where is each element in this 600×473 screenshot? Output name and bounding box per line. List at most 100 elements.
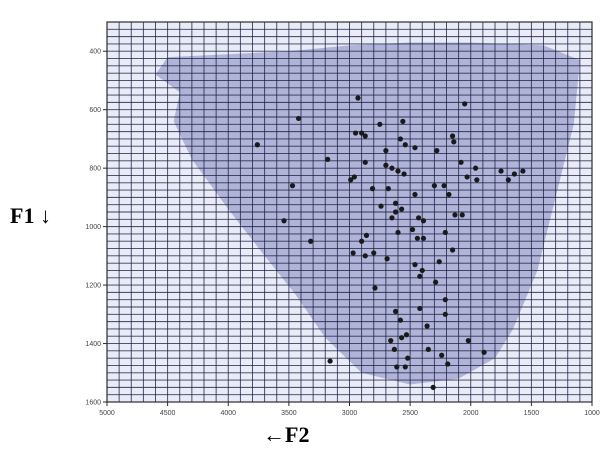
data-point — [392, 308, 399, 314]
data-point — [417, 273, 423, 279]
y-tick-label: 600 — [89, 107, 101, 114]
data-point — [384, 256, 390, 262]
data-point — [325, 156, 331, 162]
data-point — [419, 267, 425, 274]
data-point — [464, 174, 470, 180]
data-point — [362, 133, 368, 139]
data-point — [442, 297, 448, 303]
data-point — [388, 338, 394, 344]
x-tick-label: 1500 — [524, 410, 540, 417]
data-point — [359, 130, 365, 136]
data-point — [420, 235, 427, 241]
data-point — [409, 226, 416, 233]
data-point — [430, 384, 436, 390]
data-point — [505, 177, 511, 183]
y-tick-label: 1600 — [85, 400, 101, 407]
data-point — [348, 177, 354, 183]
data-point — [391, 346, 397, 352]
data-point — [449, 247, 456, 253]
data-point — [481, 349, 487, 355]
data-point — [439, 352, 445, 358]
data-point — [416, 215, 422, 221]
y-tick-label: 1400 — [85, 341, 101, 348]
data-point — [383, 162, 389, 168]
y-tick-label: 1200 — [85, 283, 101, 290]
vowel-region-shape — [155, 42, 580, 385]
data-point — [401, 171, 407, 177]
data-point — [362, 253, 368, 259]
y-tick-label: 800 — [89, 166, 101, 173]
data-point — [432, 279, 439, 285]
y-axis-label: F1 ↓ — [10, 203, 51, 228]
data-point — [362, 159, 368, 165]
data-point — [412, 262, 418, 268]
data-point — [395, 168, 401, 174]
vowel-space-region — [155, 42, 580, 385]
x-tick-label: 5000 — [99, 410, 115, 417]
x-tick-label: 1000 — [584, 410, 600, 417]
data-point — [424, 323, 430, 329]
data-point — [371, 250, 377, 256]
data-point — [369, 186, 376, 192]
data-point — [405, 355, 411, 361]
data-point — [431, 183, 437, 189]
x-tick-label: 2500 — [402, 410, 418, 417]
data-point — [425, 346, 431, 352]
data-point — [397, 136, 404, 142]
data-point — [420, 218, 427, 224]
data-point — [385, 186, 391, 192]
data-point — [295, 115, 302, 122]
data-point — [378, 203, 384, 209]
data-point — [414, 235, 420, 241]
y-tick-label: 400 — [89, 49, 101, 56]
y-tick-label: 1000 — [85, 224, 101, 231]
grid — [107, 22, 592, 402]
data-point — [465, 338, 471, 344]
data-point — [308, 238, 314, 244]
data-point — [350, 250, 356, 256]
data-point — [372, 285, 378, 291]
data-point — [389, 165, 395, 171]
data-point — [289, 183, 296, 189]
x-tick-label: 3500 — [281, 410, 297, 417]
x-tick-label: 4000 — [220, 410, 236, 417]
data-point — [359, 238, 365, 244]
data-point — [399, 335, 405, 341]
data-point — [445, 361, 451, 367]
data-point — [383, 148, 389, 154]
data-point — [451, 139, 457, 145]
data-point — [377, 121, 383, 127]
data-point — [389, 215, 395, 221]
data-point — [520, 168, 526, 174]
data-point — [327, 358, 333, 364]
data-point — [352, 130, 359, 136]
x-tick-label: 2000 — [463, 410, 479, 417]
data-point — [417, 305, 423, 312]
x-axis-label: ←F2 — [263, 422, 310, 447]
data-point — [474, 177, 480, 183]
plot-frame — [106, 21, 593, 403]
data-point — [392, 200, 399, 206]
data-point — [412, 145, 418, 151]
data-point — [281, 218, 287, 224]
x-axis-ticks: 5000 4500 4000 3500 3000 2500 2000 1500 1000 — [99, 402, 600, 417]
data-point — [511, 171, 517, 177]
x-tick-label: 3000 — [342, 410, 358, 417]
data-point — [458, 159, 464, 165]
data-point — [403, 332, 410, 338]
data-point — [400, 118, 406, 124]
data-point — [254, 142, 260, 148]
data-point — [395, 229, 401, 236]
data-point — [351, 174, 357, 180]
x-tick-label: 4500 — [160, 410, 176, 417]
data-point — [402, 364, 408, 370]
data-points — [254, 95, 526, 390]
data-point — [441, 183, 447, 189]
data-point — [449, 133, 456, 139]
data-point — [498, 168, 504, 174]
y-axis-ticks: 400 600 800 1000 1200 1400 1600 — [85, 49, 107, 407]
data-point — [442, 311, 448, 317]
data-point — [394, 364, 400, 370]
data-point — [446, 191, 452, 198]
